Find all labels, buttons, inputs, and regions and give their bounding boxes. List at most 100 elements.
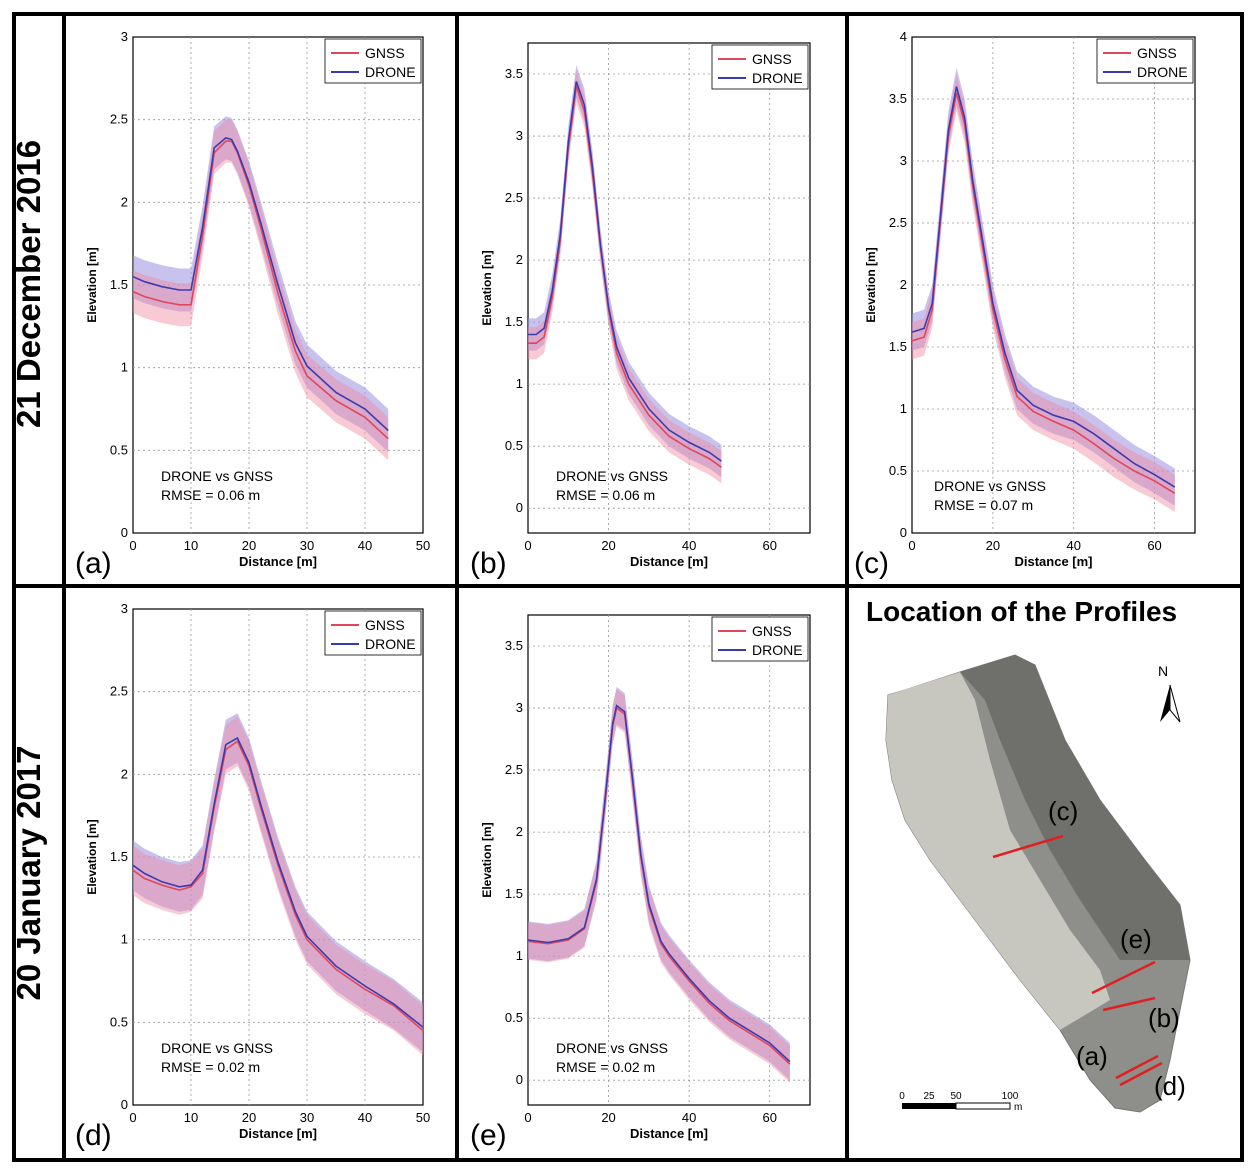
x-tick-label: 40	[682, 1110, 696, 1125]
annotation-rmse: RMSE = 0.06 m	[556, 487, 655, 503]
x-tick-label: 50	[416, 1110, 430, 1125]
band-gnss	[912, 74, 1175, 512]
series-line-gnss	[132, 740, 424, 1032]
annotation-title: DRONE vs GNSS	[556, 468, 668, 484]
y-tick-label: 0.5	[110, 1014, 128, 1029]
x-tick-label: 0	[908, 538, 915, 553]
legend-box	[711, 616, 809, 662]
y-tick-label: 3	[121, 29, 128, 44]
profile-line	[1102, 996, 1156, 1012]
y-tick-label: 0	[900, 525, 907, 540]
y-tick-label: 0	[121, 1097, 128, 1112]
scale-bar-light	[955, 1102, 1011, 1110]
scale-tick-label: 100	[1002, 1091, 1019, 1102]
x-tick-label: 60	[1147, 538, 1161, 553]
y-tick-label: 2	[121, 194, 128, 209]
legend-label-gnss: GNSS	[1137, 45, 1177, 61]
profile-line	[1091, 960, 1156, 995]
location-title: Location of the Profiles	[866, 596, 1178, 627]
legend-label-drone: DRONE	[365, 636, 416, 652]
y-axis-label: Elevation [m]	[85, 247, 99, 322]
x-axis-label: Distance [m]	[630, 554, 708, 569]
profile-label: (c)	[1048, 796, 1078, 826]
y-tick-label: 2	[121, 766, 128, 781]
x-axis-label: Distance [m]	[1014, 554, 1092, 569]
y-tick-label: 2.5	[110, 112, 128, 127]
x-tick-label: 60	[762, 1110, 776, 1125]
y-tick-label: 1.5	[110, 277, 128, 292]
y-tick-label: 0.5	[889, 463, 907, 478]
chart-4: 0 20 40 60 0 0.5 1 1.5 2 2.5 3 3.5 Distance [m] Eleva…	[470, 614, 811, 1152]
y-tick-label: 1.5	[505, 314, 523, 329]
x-tick-label: 20	[601, 538, 615, 553]
y-tick-label: 3.5	[505, 66, 523, 81]
legend-label-gnss: GNSS	[752, 51, 792, 67]
chart-3: 0 10 20 30 40 50 0 0.5 1 1.5 2 2.5 3 Distance [m] Elev…	[75, 601, 430, 1152]
north-label: N	[1158, 663, 1168, 679]
north-arrow-icon-right	[1169, 684, 1181, 723]
y-tick-label: 1	[516, 948, 523, 963]
chart-0: 0 10 20 30 40 50 0 0.5 1 1.5 2 2.5 3 Distance [m] Elev…	[75, 29, 430, 580]
scale-tick-label: 25	[923, 1091, 935, 1102]
north-arrow-icon	[1160, 685, 1170, 722]
profile-label: (b)	[1148, 1003, 1180, 1033]
y-tick-label: 0.5	[505, 1010, 523, 1025]
y-tick-label: 1.5	[889, 339, 907, 354]
series-line-drone	[527, 704, 791, 1063]
annotation-title: DRONE vs GNSS	[161, 1040, 273, 1056]
annotation-rmse: RMSE = 0.02 m	[161, 1059, 260, 1075]
x-tick-label: 40	[358, 538, 372, 553]
legend-label-drone: DRONE	[1137, 64, 1188, 80]
scale-tick-label: 0	[899, 1091, 905, 1102]
x-tick-label: 40	[682, 538, 696, 553]
y-tick-label: 2.5	[505, 190, 523, 205]
band-drone	[133, 713, 423, 1053]
y-tick-label: 3	[121, 601, 128, 616]
annotation-rmse: RMSE = 0.06 m	[161, 487, 260, 503]
x-tick-label: 40	[1066, 538, 1080, 553]
y-tick-label: 2	[516, 824, 523, 839]
chart-2: 0 20 40 60 0 0.5 1 1.5 2 2.5 3 3.5 4 Distance [m] Elev…	[854, 29, 1196, 580]
y-tick-label: 2	[900, 277, 907, 292]
series-line-drone	[528, 81, 722, 462]
y-tick-label: 4	[900, 29, 907, 44]
x-axis-label: Distance [m]	[239, 1126, 317, 1141]
x-tick-label: 20	[601, 1110, 615, 1125]
annotation-title: DRONE vs GNSS	[556, 1040, 668, 1056]
y-axis-label: Elevation [m]	[480, 250, 494, 325]
legend-label-drone: DRONE	[365, 64, 416, 80]
y-tick-label: 1	[121, 932, 128, 947]
profile-line	[1119, 1061, 1163, 1087]
x-axis-label: Distance [m]	[630, 1126, 708, 1141]
legend-box	[324, 610, 422, 656]
x-tick-label: 20	[986, 538, 1000, 553]
x-tick-label: 0	[129, 1110, 136, 1125]
map-promenade	[886, 672, 1110, 1030]
divider-horizontal	[12, 584, 1244, 588]
legend-label-gnss: GNSS	[365, 45, 405, 61]
profile-label: (a)	[1076, 1041, 1108, 1071]
x-tick-label: 10	[184, 538, 198, 553]
band-drone	[133, 116, 389, 453]
legend-box	[324, 38, 422, 84]
profile-line	[992, 834, 1064, 859]
x-tick-label: 0	[524, 1110, 531, 1125]
y-axis-label: Elevation [m]	[85, 819, 99, 894]
y-tick-label: 3	[900, 153, 907, 168]
y-tick-label: 0.5	[505, 438, 523, 453]
panel-letter: (e)	[470, 1119, 507, 1152]
y-tick-label: 2.5	[889, 215, 907, 230]
y-tick-label: 3	[516, 700, 523, 715]
x-tick-label: 0	[524, 538, 531, 553]
y-tick-label: 1.5	[505, 886, 523, 901]
x-tick-label: 0	[129, 538, 136, 553]
y-axis-label: Elevation [m]	[864, 247, 878, 322]
series-line-drone	[911, 86, 1176, 488]
profile-label: (d)	[1154, 1071, 1186, 1101]
chart-1: 0 20 40 60 0 0.5 1 1.5 2 2.5 3 3.5 Distance [m] Eleva…	[470, 42, 811, 580]
x-tick-label: 30	[300, 538, 314, 553]
band-drone	[912, 68, 1175, 506]
y-tick-label: 3.5	[889, 91, 907, 106]
x-tick-label: 60	[762, 538, 776, 553]
